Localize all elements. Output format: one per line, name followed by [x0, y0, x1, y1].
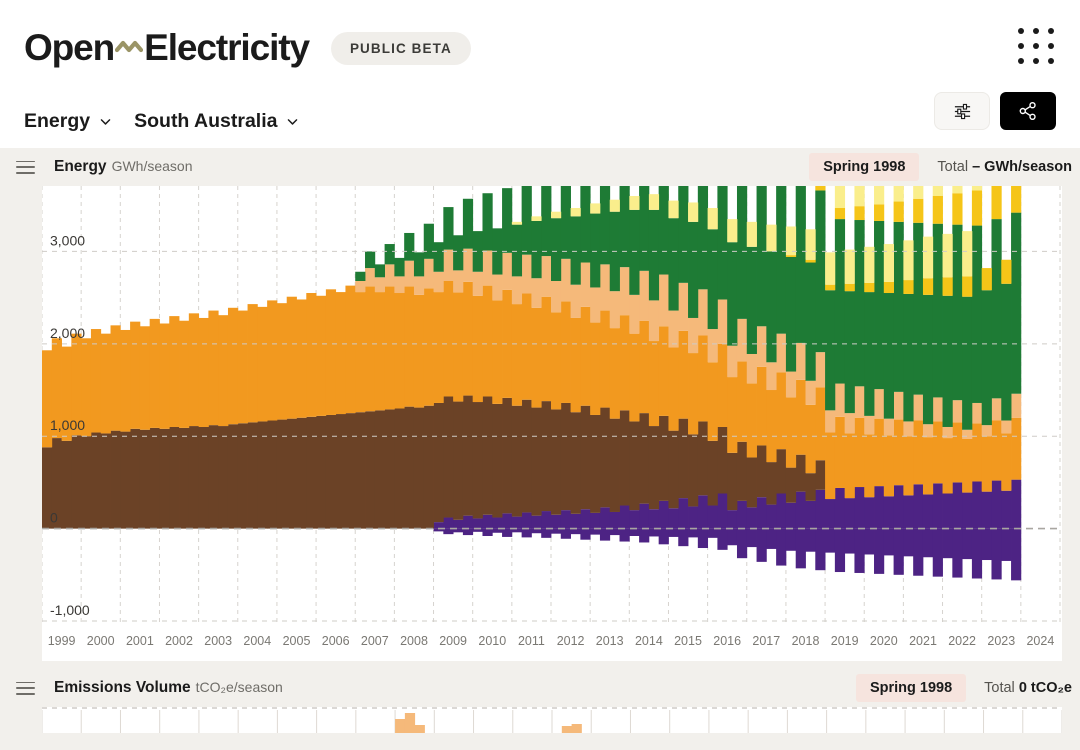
emissions-panel-header-right: Spring 1998 Total 0 tCO₂e — [855, 674, 1080, 702]
chevron-down-icon — [100, 118, 111, 125]
x-axis-tick: 2007 — [361, 634, 389, 648]
nav-item-region[interactable]: South Australia — [134, 110, 299, 133]
status-badge[interactable]: Spring 1998 — [855, 674, 967, 702]
series-gas-other- — [355, 248, 1022, 439]
series-battery-imports — [433, 479, 1022, 529]
chevron-down-icon — [288, 118, 298, 125]
x-axis-tick: 2013 — [596, 634, 624, 648]
logo-squiggle-icon — [115, 37, 144, 59]
emissions-total: Total 0 tCO₂e — [984, 680, 1072, 696]
energy-panel-title-group: Energy GWh/season — [35, 158, 193, 176]
x-axis-tick: 2018 — [792, 634, 820, 648]
x-axis-tick: 2009 — [439, 634, 467, 648]
share-nodes-icon — [1019, 101, 1036, 121]
x-axis-tick: 2022 — [948, 634, 976, 648]
logo[interactable]: Open Electricity — [24, 27, 310, 69]
energy-chart-svg: 3,000 2,000 1,000 0 -1,000 1999 2000 2001 2002 20… — [42, 186, 1061, 648]
series-solar-rooftop- — [511, 186, 983, 285]
energy-panel: Energy GWh/season Spring 1998 Total – GWh… — [0, 148, 1080, 661]
nav-item-region-label: South Australia — [134, 109, 278, 132]
x-axis-tick: 2011 — [518, 634, 545, 648]
emissions-panel: Emissions Volume tCO₂e/season Spring 1998… — [0, 669, 1080, 733]
series-coal — [42, 395, 826, 529]
x-axis-tick: 2001 — [126, 634, 154, 648]
emissions-title: Emissions Volume — [54, 679, 191, 696]
y-axis-tick: 0 — [50, 510, 58, 526]
x-axis-tick: 2004 — [243, 634, 271, 648]
x-axis-tick: 2006 — [322, 634, 350, 648]
x-axis-tick: 2015 — [674, 634, 702, 648]
x-axis-tick: 2020 — [870, 634, 898, 648]
share-button[interactable] — [1000, 92, 1056, 130]
x-axis-tick: 1999 — [48, 634, 76, 648]
series-gas — [42, 281, 1022, 500]
x-axis-tick: 2021 — [909, 634, 937, 648]
energy-total: Total – GWh/season — [937, 159, 1072, 175]
x-axis-tick: 2002 — [165, 634, 193, 648]
logo-text-electricity: Electricity — [144, 27, 310, 68]
emissions-panel-title-group: Emissions Volume tCO₂e/season — [35, 679, 283, 697]
y-axis-tick: 2,000 — [50, 325, 85, 341]
x-axis-tick: 2024 — [1026, 634, 1054, 648]
x-axis-tick: 2003 — [204, 634, 232, 648]
x-axis-tick: 2012 — [557, 634, 585, 648]
x-axis-tick: 2010 — [478, 634, 506, 648]
energy-chart[interactable]: 3,000 2,000 1,000 0 -1,000 1999 2000 2001 2002 20… — [42, 186, 1062, 661]
x-axis-tick: 2005 — [283, 634, 311, 648]
nav-item-energy-label: Energy — [24, 109, 91, 132]
series-wind — [355, 186, 1022, 430]
filter-settings-button[interactable] — [934, 92, 990, 130]
y-axis-tick: 1,000 — [50, 417, 85, 433]
x-axis-tick: 2008 — [400, 634, 428, 648]
sliders-icon — [954, 103, 970, 119]
y-axis-tick: -1,000 — [50, 602, 90, 618]
brand-row: Open Electricity PUBLIC BETA — [24, 0, 1056, 96]
x-axis-tick: 2019 — [831, 634, 859, 648]
logo-text-open: Open — [24, 27, 115, 68]
series-solar-utility- — [785, 186, 1022, 297]
public-beta-badge: PUBLIC BETA — [330, 31, 471, 65]
energy-panel-unit: GWh/season — [111, 158, 193, 174]
x-axis-tick: 2000 — [87, 634, 115, 648]
nav-row: Energy South Australia — [24, 96, 1056, 146]
x-axis-tick: 2023 — [987, 634, 1015, 648]
emissions-panel-header: Emissions Volume tCO₂e/season Spring 1998… — [0, 669, 1080, 707]
y-axis-tick: 3,000 — [50, 232, 85, 248]
x-axis-tick: 2014 — [635, 634, 663, 648]
energy-panel-header: Energy GWh/season Spring 1998 Total – GWh… — [0, 148, 1080, 186]
header-actions — [934, 92, 1056, 130]
hamburger-icon[interactable] — [16, 681, 35, 695]
status-badge[interactable]: Spring 1998 — [809, 153, 920, 181]
page-title: Energy — [54, 158, 107, 175]
emissions-total-value: 0 tCO₂e — [1018, 680, 1072, 696]
emissions-panel-unit: tCO₂e/season — [195, 679, 283, 695]
emissions-chart[interactable] — [42, 707, 1062, 733]
series-negative — [433, 528, 1022, 581]
app-header: Open Electricity PUBLIC BETA Energy — [0, 0, 1080, 148]
app-grid-icon[interactable] — [1018, 28, 1054, 64]
emissions-total-prefix: Total — [984, 680, 1015, 696]
x-axis-tick: 2016 — [713, 634, 741, 648]
x-axis-tick: 2017 — [752, 634, 780, 648]
energy-total-value: – GWh/season — [972, 159, 1072, 175]
hamburger-icon[interactable] — [16, 160, 35, 174]
energy-total-prefix: Total — [937, 159, 969, 175]
energy-panel-header-right: Spring 1998 Total – GWh/season — [809, 153, 1080, 181]
emissions-chart-svg — [42, 707, 1062, 733]
nav-item-energy[interactable]: Energy — [24, 110, 112, 133]
